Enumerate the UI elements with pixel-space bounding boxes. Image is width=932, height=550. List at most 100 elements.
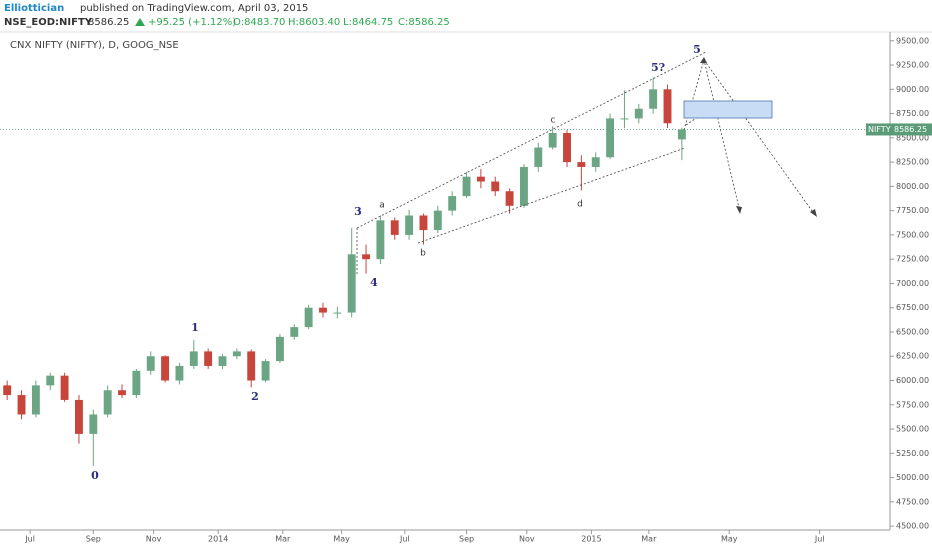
candle-body xyxy=(161,356,170,381)
candle-body xyxy=(606,118,615,158)
y-tick-label: 8250.00 xyxy=(896,158,929,167)
y-tick-label: 7000.00 xyxy=(896,279,929,288)
symbol: NSE_EOD:NIFTY xyxy=(4,17,93,28)
x-tick-label: Nov xyxy=(519,535,535,544)
x-tick-label: Nov xyxy=(146,535,162,544)
up-arrow xyxy=(135,18,145,26)
candle-body xyxy=(275,336,284,362)
candle-body xyxy=(663,89,672,124)
wave-label: 2 xyxy=(251,390,259,403)
price-tag-value: 8586.25 xyxy=(894,125,927,134)
x-tick-label: Sep xyxy=(459,535,474,544)
x-tick-label: Jul xyxy=(814,535,825,544)
candle-body xyxy=(46,375,55,386)
wave-label: 0 xyxy=(91,469,99,482)
price-tag-bg xyxy=(866,123,932,136)
arrowhead xyxy=(810,209,817,217)
drawings xyxy=(356,51,816,275)
close: C:8586.25 xyxy=(398,17,450,28)
wave-label: a xyxy=(379,201,385,211)
candle-body xyxy=(534,147,543,167)
y-tick-label: 7250.00 xyxy=(896,255,929,264)
candle-body xyxy=(146,356,155,371)
wave-label: d xyxy=(577,200,583,210)
y-tick-label: 4750.00 xyxy=(896,497,929,506)
candle-body xyxy=(17,395,26,415)
candle-body xyxy=(204,351,213,366)
y-tick-label: 6750.00 xyxy=(896,303,929,312)
y-tick-label: 5250.00 xyxy=(896,449,929,458)
candle-body xyxy=(390,220,399,235)
candle-body xyxy=(261,361,270,381)
forecast-3 xyxy=(703,59,816,216)
candle-body xyxy=(591,157,600,167)
candle-body xyxy=(290,327,299,337)
candle-body xyxy=(677,129,686,140)
candle-body xyxy=(476,176,485,182)
candle-body xyxy=(232,351,241,357)
candle-body xyxy=(3,385,12,396)
candle-body xyxy=(491,181,500,192)
y-tick-label: 8500.00 xyxy=(896,133,929,142)
wave-label: 5? xyxy=(651,61,665,74)
candle-body xyxy=(333,312,342,314)
forecast-1 xyxy=(683,58,741,213)
candle-body xyxy=(419,215,428,231)
wave-label: 3 xyxy=(354,205,362,218)
y-tick-label: 4500.00 xyxy=(896,522,929,531)
y-tick-label: 6500.00 xyxy=(896,327,929,336)
x-tick-label: May xyxy=(333,535,350,544)
y-tick-label: 8000.00 xyxy=(896,182,929,191)
arrowheads xyxy=(700,57,817,217)
last: 8586.25 xyxy=(88,17,129,28)
y-tick-label: 9500.00 xyxy=(896,36,929,45)
candle-body xyxy=(304,307,313,328)
x-tick-label: May xyxy=(721,535,738,544)
price-tag: NIFTY xyxy=(868,125,891,134)
candle-body xyxy=(548,132,557,148)
channel-upper xyxy=(356,51,707,229)
y-tick-label: 7750.00 xyxy=(896,206,929,215)
plot: 4500.00 4750.00 5000.00 5250.00 5500.00 5750.… xyxy=(0,36,932,544)
low: L:8464.75 xyxy=(343,17,393,28)
wave-label: b xyxy=(420,249,426,259)
author[interactable]: Elliottician xyxy=(4,3,64,14)
open: O:8483.70 xyxy=(233,17,285,28)
candle-body xyxy=(319,307,327,313)
y-tick-label: 7500.00 xyxy=(896,230,929,239)
candle-body xyxy=(505,191,514,206)
candle-body xyxy=(634,108,643,119)
candle-body xyxy=(448,196,457,211)
candle-body xyxy=(433,210,442,231)
candle-body xyxy=(60,375,69,400)
x-tick-label: Sep xyxy=(86,535,101,544)
candle-body xyxy=(347,254,356,313)
x-tick-label: Mar xyxy=(275,535,291,544)
candle-body xyxy=(75,399,83,434)
candle-body xyxy=(563,132,571,163)
candle-body xyxy=(132,370,141,396)
wave-label: c xyxy=(551,116,556,126)
chart-title: CNX NIFTY (NIFTY), D, GOOG_NSE xyxy=(10,40,179,51)
candle-body xyxy=(89,414,98,434)
high: H:8603.40 xyxy=(288,17,340,28)
candle-body xyxy=(103,390,112,415)
candle-body xyxy=(175,365,184,381)
candle-body xyxy=(247,351,256,381)
x-tick-label: 2015 xyxy=(581,535,601,544)
candle-body xyxy=(362,254,370,260)
x-tick-label: Jul xyxy=(24,535,35,544)
wave-label: 1 xyxy=(191,321,199,334)
y-tick-label: 8750.00 xyxy=(896,109,929,118)
y-tick-label: 5500.00 xyxy=(896,425,929,434)
wave-label: 4 xyxy=(370,276,378,289)
arrowhead xyxy=(700,57,707,63)
target-zone xyxy=(683,100,773,119)
candle-body xyxy=(405,215,414,235)
arrowhead xyxy=(736,206,742,214)
candle-body xyxy=(520,166,528,206)
wave-label: 5 xyxy=(693,43,701,56)
y-tick-label: 9000.00 xyxy=(896,85,929,94)
